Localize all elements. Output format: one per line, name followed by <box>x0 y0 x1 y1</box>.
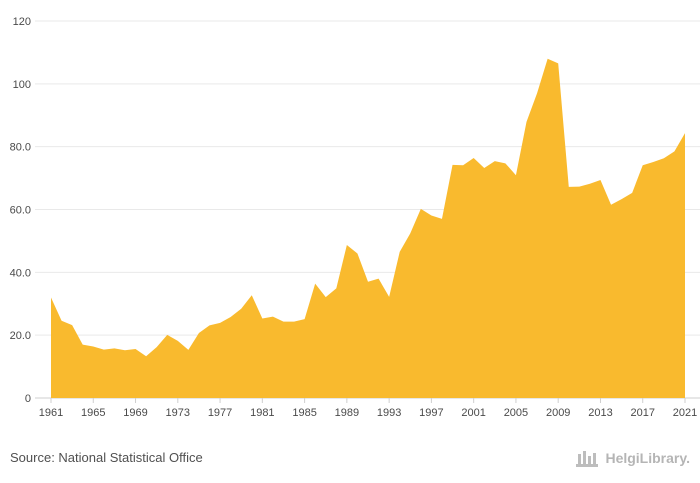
y-tick-label: 60.0 <box>10 205 31 217</box>
area-series <box>51 58 685 398</box>
y-tick-label: 40.0 <box>10 267 31 279</box>
library-icon <box>576 451 599 467</box>
x-tick-label: 1993 <box>377 407 401 419</box>
x-tick-label: 2017 <box>630 407 654 419</box>
y-axis: 0 20.0 40.0 60.0 80.0 100 120 <box>10 16 31 405</box>
x-tick-label: 1981 <box>250 407 274 419</box>
x-tick-label: 1977 <box>208 407 232 419</box>
chart-footer: Source: National Statistical Office Helg… <box>0 430 700 483</box>
x-axis: 1961 1965 1969 1973 1977 1981 1985 1989 1993 1997… <box>39 398 697 419</box>
x-tick-label: 2013 <box>588 407 612 419</box>
x-tick-label: 1969 <box>123 407 147 419</box>
x-tick-label: 2001 <box>461 407 485 419</box>
y-tick-label: 100 <box>13 79 31 91</box>
x-tick-label: 1985 <box>292 407 316 419</box>
gridlines <box>35 20 700 399</box>
y-tick-label: 0 <box>25 393 31 405</box>
x-tick-label: 1997 <box>419 407 443 419</box>
y-tick-label: 120 <box>13 16 31 28</box>
x-tick-label: 2021 <box>673 407 697 419</box>
x-tick-label: 2005 <box>504 407 528 419</box>
source-note: Source: National Statistical Office <box>10 450 203 465</box>
x-tick-label: 1989 <box>335 407 359 419</box>
x-tick-label: 1961 <box>39 407 63 419</box>
y-tick-label: 80.0 <box>10 142 31 154</box>
x-tick-label: 2009 <box>546 407 570 419</box>
brand-logo: HelgiLibrary. <box>575 448 690 468</box>
x-tick-label: 1973 <box>166 407 190 419</box>
brand-name: HelgiLibrary. <box>605 450 690 466</box>
area-chart: 0 20.0 40.0 60.0 80.0 100 120 1961 1965 1969 1973… <box>10 16 700 419</box>
y-tick-label: 20.0 <box>10 330 31 342</box>
x-tick-label: 1965 <box>81 407 105 419</box>
